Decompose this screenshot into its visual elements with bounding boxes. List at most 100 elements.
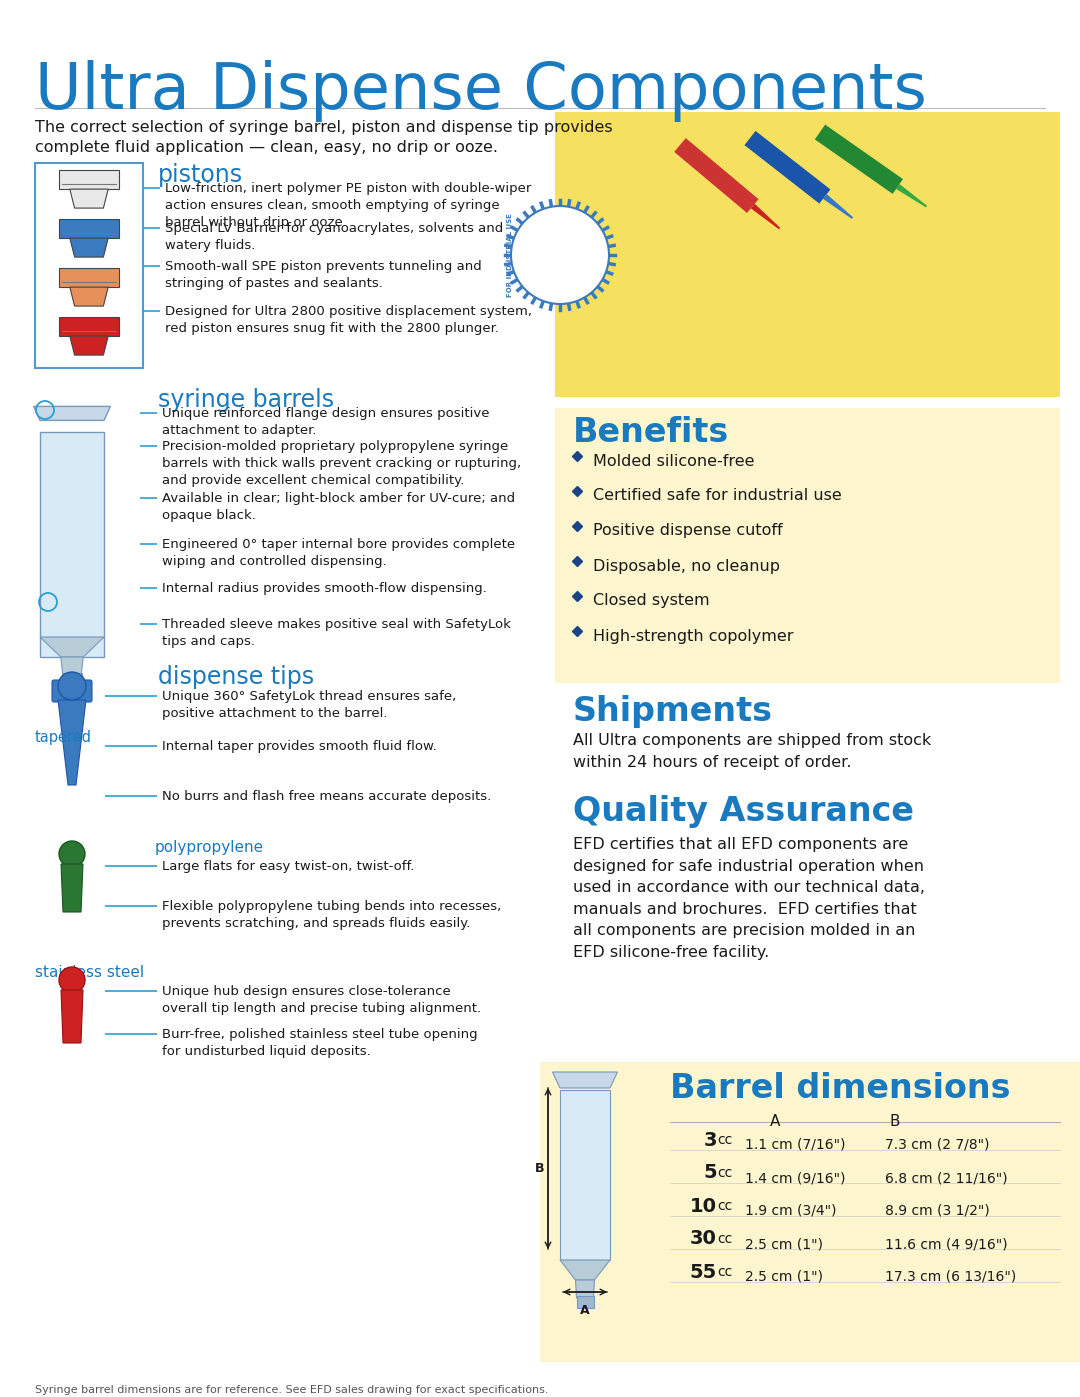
Circle shape [511, 205, 609, 305]
Polygon shape [576, 1280, 594, 1298]
Text: EFD: EFD [539, 253, 581, 272]
Text: Engineered 0° taper internal bore provides complete
wiping and controlled dispen: Engineered 0° taper internal bore provid… [162, 538, 515, 569]
Polygon shape [59, 268, 119, 288]
Text: cc: cc [717, 1166, 732, 1180]
Text: Ultra Dispense Components: Ultra Dispense Components [35, 60, 927, 122]
Polygon shape [70, 337, 108, 355]
Polygon shape [70, 237, 108, 257]
Text: CERTIFIED: CERTIFIED [532, 232, 588, 242]
FancyBboxPatch shape [62, 673, 82, 687]
FancyBboxPatch shape [577, 1296, 594, 1308]
FancyBboxPatch shape [540, 1062, 1080, 1362]
Polygon shape [60, 990, 83, 1044]
FancyBboxPatch shape [561, 1090, 610, 1260]
Polygon shape [823, 194, 853, 219]
Text: Syringe barrel dimensions are for reference. See EFD sales drawing for exact spe: Syringe barrel dimensions are for refere… [35, 1384, 549, 1396]
Text: Molded silicone-free: Molded silicone-free [593, 454, 755, 468]
Text: Special LV Barrier for cyanoacrylates, solvents and
watery fluids.: Special LV Barrier for cyanoacrylates, s… [165, 222, 503, 251]
Polygon shape [674, 138, 758, 212]
Polygon shape [561, 1260, 610, 1280]
Text: 1.9 cm (3/4"): 1.9 cm (3/4") [745, 1204, 837, 1218]
Text: Benefits: Benefits [573, 416, 729, 448]
FancyBboxPatch shape [40, 432, 104, 657]
Text: Disposable, no cleanup: Disposable, no cleanup [593, 559, 780, 574]
Text: Designed for Ultra 2800 positive displacement system,
red piston ensures snug fi: Designed for Ultra 2800 positive displac… [165, 305, 532, 335]
Polygon shape [58, 700, 86, 785]
FancyBboxPatch shape [555, 408, 1059, 683]
Polygon shape [744, 131, 831, 204]
Text: B: B [536, 1161, 544, 1175]
Text: 2.5 cm (1"): 2.5 cm (1") [745, 1236, 823, 1250]
Text: Unique hub design ensures close-tolerance
overall tip length and precise tubing : Unique hub design ensures close-toleranc… [162, 985, 481, 1016]
Text: 17.3 cm (6 13/16"): 17.3 cm (6 13/16") [885, 1270, 1016, 1284]
Text: A: A [580, 1303, 590, 1317]
Text: Quality Assurance: Quality Assurance [573, 795, 914, 828]
Polygon shape [751, 204, 780, 229]
Text: complete fluid application — clean, easy, no drip or ooze.: complete fluid application — clean, easy… [35, 140, 498, 155]
Text: cc: cc [717, 1133, 732, 1147]
Text: tapered: tapered [35, 731, 92, 745]
Text: Internal radius provides smooth-flow dispensing.: Internal radius provides smooth-flow dis… [162, 583, 487, 595]
Polygon shape [60, 863, 83, 912]
Text: EFD certifies that all EFD components are
designed for safe industrial operation: EFD certifies that all EFD components ar… [573, 837, 924, 960]
Text: Shipments: Shipments [573, 694, 773, 728]
Text: All Ultra components are shipped from stock
within 24 hours of receipt of order.: All Ultra components are shipped from st… [573, 733, 931, 770]
Text: High-strength copolymer: High-strength copolymer [593, 629, 794, 644]
Text: stainless steel: stainless steel [35, 965, 144, 981]
Text: Precision-molded proprietary polypropylene syringe
barrels with thick walls prev: Precision-molded proprietary polypropyle… [162, 440, 522, 488]
Circle shape [59, 967, 85, 993]
Text: pistons: pistons [158, 163, 243, 187]
Text: Large flats for easy twist-on, twist-off.: Large flats for easy twist-on, twist-off… [162, 861, 415, 873]
Text: 11.6 cm (4 9/16"): 11.6 cm (4 9/16") [885, 1236, 1008, 1250]
Text: B: B [890, 1113, 901, 1129]
Polygon shape [70, 288, 108, 306]
Polygon shape [40, 637, 104, 657]
Polygon shape [814, 124, 903, 194]
Polygon shape [70, 189, 108, 208]
Text: 2.5 cm (1"): 2.5 cm (1") [745, 1270, 823, 1284]
FancyBboxPatch shape [52, 680, 92, 703]
Text: dispense tips: dispense tips [158, 665, 314, 689]
Text: Low-friction, inert polymer PE piston with double-wiper
action ensures clean, sm: Low-friction, inert polymer PE piston wi… [165, 182, 531, 229]
Text: cc: cc [717, 1266, 732, 1280]
Polygon shape [896, 184, 927, 207]
Text: 6.8 cm (2 11/16"): 6.8 cm (2 11/16") [885, 1171, 1008, 1185]
Text: 30: 30 [690, 1229, 717, 1249]
Text: 7.3 cm (2 7/8"): 7.3 cm (2 7/8") [885, 1139, 989, 1153]
Text: 3: 3 [703, 1130, 717, 1150]
Text: 1.4 cm (9/16"): 1.4 cm (9/16") [745, 1171, 846, 1185]
Text: 8.9 cm (3 1/2"): 8.9 cm (3 1/2") [885, 1204, 989, 1218]
Circle shape [59, 841, 85, 868]
FancyBboxPatch shape [35, 163, 143, 367]
Circle shape [58, 672, 86, 700]
Text: FOR INDUSTRIAL USE: FOR INDUSTRIAL USE [507, 214, 513, 298]
Text: Burr-free, polished stainless steel tube opening
for undisturbed liquid deposits: Burr-free, polished stainless steel tube… [162, 1028, 477, 1058]
Text: 5: 5 [703, 1164, 717, 1182]
Text: Internal taper provides smooth fluid flow.: Internal taper provides smooth fluid flo… [162, 740, 436, 753]
Text: cc: cc [717, 1232, 732, 1246]
Text: Closed system: Closed system [593, 594, 710, 609]
Polygon shape [59, 170, 119, 189]
Text: The correct selection of syringe barrel, piston and dispense tip provides: The correct selection of syringe barrel,… [35, 120, 612, 136]
Text: Barrel dimensions: Barrel dimensions [670, 1071, 1011, 1105]
Text: Unique reinforced flange design ensures positive
attachment to adapter.: Unique reinforced flange design ensures … [162, 407, 489, 437]
Polygon shape [60, 657, 83, 675]
Text: 55: 55 [690, 1263, 717, 1281]
Text: made by: made by [540, 246, 580, 254]
Text: Certified safe for industrial use: Certified safe for industrial use [593, 489, 841, 503]
Text: polypropylene: polypropylene [156, 840, 265, 855]
Text: Available in clear; light-block amber for UV-cure; and
opaque black.: Available in clear; light-block amber fo… [162, 492, 515, 522]
Text: Unique 360° SafetyLok thread ensures safe,
positive attachment to the barrel.: Unique 360° SafetyLok thread ensures saf… [162, 690, 456, 719]
Text: cc: cc [717, 1199, 732, 1213]
Polygon shape [59, 317, 119, 337]
Text: Threaded sleeve makes positive seal with SafetyLok
tips and caps.: Threaded sleeve makes positive seal with… [162, 617, 511, 648]
Text: Flexible polypropylene tubing bends into recesses,
prevents scratching, and spre: Flexible polypropylene tubing bends into… [162, 900, 501, 930]
Text: 10: 10 [690, 1196, 717, 1215]
Polygon shape [33, 407, 110, 420]
FancyBboxPatch shape [555, 112, 1059, 397]
Text: Smooth-wall SPE piston prevents tunneling and
stringing of pastes and sealants.: Smooth-wall SPE piston prevents tunnelin… [165, 260, 482, 291]
Text: No burrs and flash free means accurate deposits.: No burrs and flash free means accurate d… [162, 789, 491, 803]
Polygon shape [553, 1071, 618, 1088]
Polygon shape [59, 219, 119, 237]
Text: in the U.S.A.: in the U.S.A. [535, 271, 585, 279]
